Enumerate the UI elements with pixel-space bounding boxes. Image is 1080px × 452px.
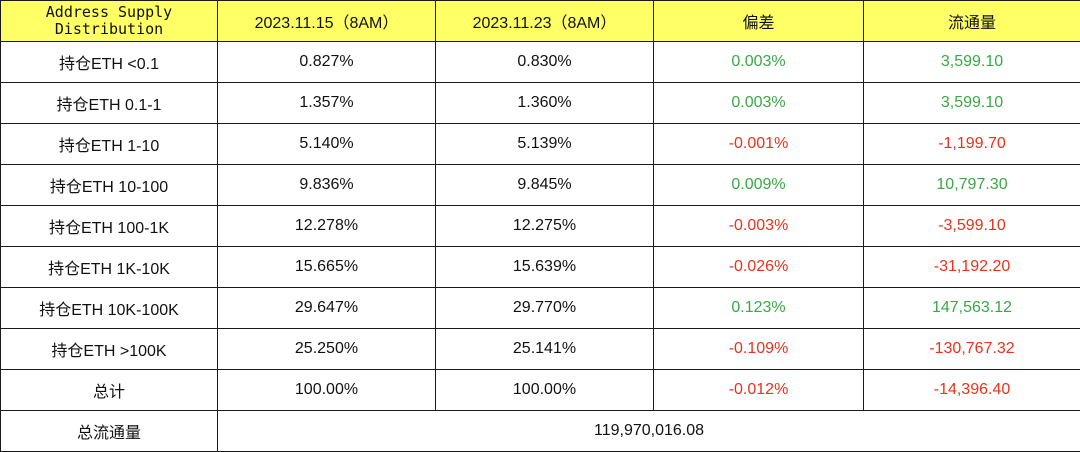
header-address-supply-distribution: Address Supply Distribution bbox=[1, 1, 218, 42]
row-label: 持仓ETH 10K-100K bbox=[1, 288, 218, 329]
header-col1-line2: Distribution bbox=[55, 20, 163, 38]
row-circulation: 3,599.10 bbox=[864, 83, 1080, 124]
header-deviation: 偏差 bbox=[654, 1, 864, 42]
row-circulation: -14,396.40 bbox=[864, 370, 1080, 411]
row-value-date-1: 9.836% bbox=[218, 165, 436, 206]
row-value-date-1: 100.00% bbox=[218, 370, 436, 411]
row-value-date-2: 29.770% bbox=[436, 288, 654, 329]
row-value-date-2: 100.00% bbox=[436, 370, 654, 411]
row-label: 持仓ETH >100K bbox=[1, 329, 218, 370]
row-value-date-2: 25.141% bbox=[436, 329, 654, 370]
row-deviation: -0.003% bbox=[654, 206, 864, 247]
row-value-date-1: 12.278% bbox=[218, 206, 436, 247]
row-label: 总计 bbox=[1, 370, 218, 411]
row-value-date-2: 0.830% bbox=[436, 42, 654, 83]
row-label: 持仓ETH 0.1-1 bbox=[1, 83, 218, 124]
header-date-1: 2023.11.15（8AM） bbox=[218, 1, 436, 42]
row-circulation: 147,563.12 bbox=[864, 288, 1080, 329]
row-value-date-2: 9.845% bbox=[436, 165, 654, 206]
header-row: Address Supply Distribution 2023.11.15（8… bbox=[1, 1, 1080, 42]
row-label: 持仓ETH 10-100 bbox=[1, 165, 218, 206]
row-value-date-1: 29.647% bbox=[218, 288, 436, 329]
row-value-date-1: 0.827% bbox=[218, 42, 436, 83]
row-circulation: -31,192.20 bbox=[864, 247, 1080, 288]
row-label: 持仓ETH 1K-10K bbox=[1, 247, 218, 288]
header-date-2: 2023.11.23（8AM） bbox=[436, 1, 654, 42]
row-value-date-2: 12.275% bbox=[436, 206, 654, 247]
row-deviation: -0.012% bbox=[654, 370, 864, 411]
row-deviation: 0.003% bbox=[654, 83, 864, 124]
row-value-date-2: 1.360% bbox=[436, 83, 654, 124]
row-circulation: -130,767.32 bbox=[864, 329, 1080, 370]
row-value-date-1: 25.250% bbox=[218, 329, 436, 370]
row-value-date-1: 1.357% bbox=[218, 83, 436, 124]
row-deviation: -0.109% bbox=[654, 329, 864, 370]
row-deviation: -0.026% bbox=[654, 247, 864, 288]
row-circulation: 10,797.30 bbox=[864, 165, 1080, 206]
row-label: 持仓ETH <0.1 bbox=[1, 42, 218, 83]
row-label: 持仓ETH 100-1K bbox=[1, 206, 218, 247]
row-value-date-2: 15.639% bbox=[436, 247, 654, 288]
row-value-date-2: 5.139% bbox=[436, 124, 654, 165]
total-circulation-value: 119,970,016.08 bbox=[218, 411, 1080, 452]
total-circulation-label: 总流通量 bbox=[1, 411, 218, 452]
row-value-date-1: 15.665% bbox=[218, 247, 436, 288]
row-deviation: -0.001% bbox=[654, 124, 864, 165]
row-deviation: 0.123% bbox=[654, 288, 864, 329]
row-deviation: 0.003% bbox=[654, 42, 864, 83]
row-label: 持仓ETH 1-10 bbox=[1, 124, 218, 165]
row-value-date-1: 5.140% bbox=[218, 124, 436, 165]
header-col1-line1: Address Supply bbox=[46, 3, 172, 21]
row-circulation: 3,599.10 bbox=[864, 42, 1080, 83]
total-circulation-row: 总流通量 119,970,016.08 bbox=[1, 411, 1080, 452]
row-circulation: -1,199.70 bbox=[864, 124, 1080, 165]
row-circulation: -3,599.10 bbox=[864, 206, 1080, 247]
header-circulation: 流通量 bbox=[864, 1, 1080, 42]
row-deviation: 0.009% bbox=[654, 165, 864, 206]
